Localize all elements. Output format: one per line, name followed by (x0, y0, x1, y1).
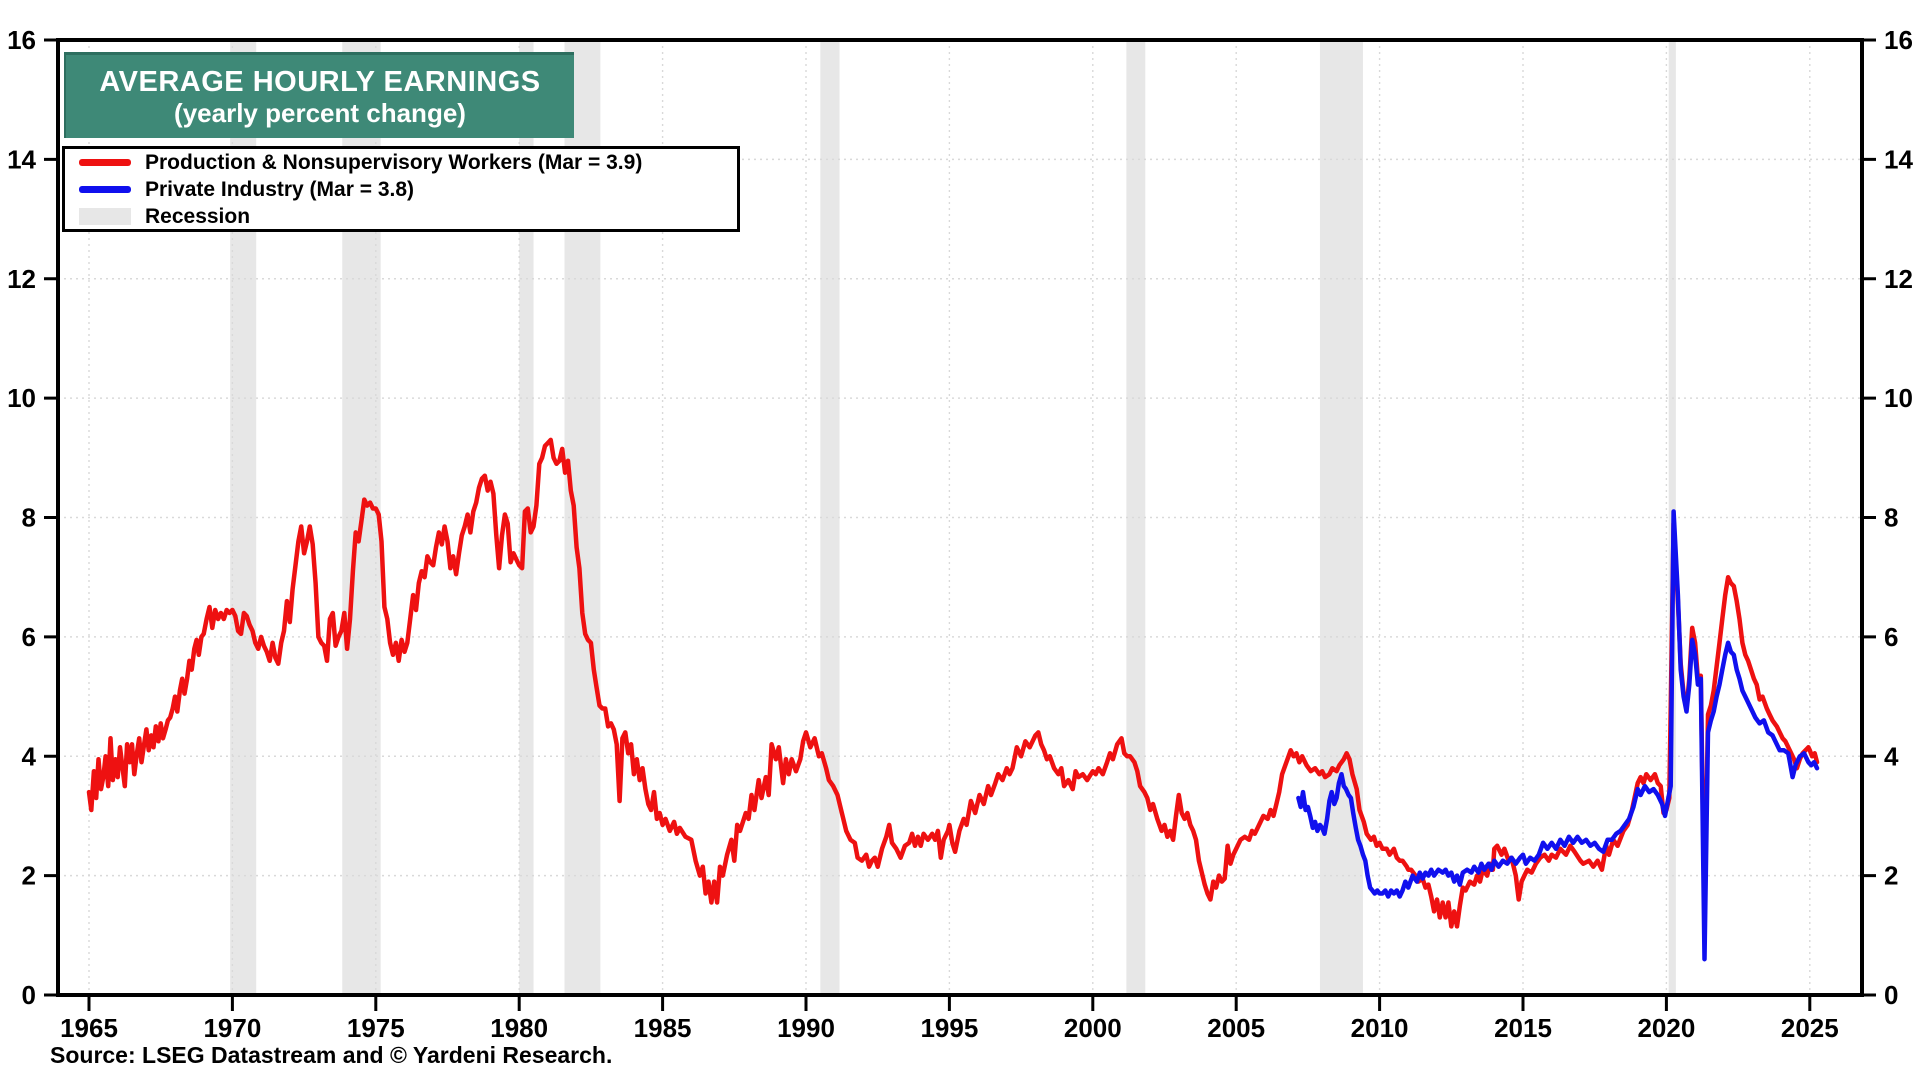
red-line-swatch-icon (79, 158, 131, 166)
source-note: Source: LSEG Datastream and © Yardeni Re… (50, 1042, 613, 1068)
legend: Production & Nonsupervisory Workers (Mar… (62, 146, 740, 232)
legend-item-private-industry: Private Industry (Mar = 3.8) (79, 176, 737, 202)
blue-line-swatch-icon (79, 185, 131, 193)
x-axis-label: 1965 (60, 1013, 118, 1043)
x-axis-label: 2005 (1207, 1013, 1265, 1043)
series-production-nonsupervisory-line (86, 437, 1820, 929)
x-axis-label: 2025 (1781, 1013, 1839, 1043)
chart-title: AVERAGE HOURLY EARNINGS (99, 65, 541, 98)
chart-subtitle: (yearly percent change) (174, 97, 466, 128)
y-axis-label-right: 14 (1884, 144, 1913, 174)
legend-label-private-industry: Private Industry (Mar = 3.8) (145, 177, 415, 201)
y-axis-label-left: 2 (22, 861, 36, 891)
y-axis-label-left: 10 (7, 383, 36, 413)
axis-ticks-and-labels: 0 0 2 2 4 4 6 6 8 8 10 10 12 12 14 14 16 16 1965 1970 1975 19… (7, 25, 1913, 1043)
x-axis-label: 1980 (490, 1013, 548, 1043)
x-axis-label: 1990 (777, 1013, 835, 1043)
legend-label-recession: Recession (145, 204, 251, 228)
legend-item-recession: Recession (79, 203, 737, 229)
chart-title-box: AVERAGE HOURLY EARNINGS (yearly percent … (64, 52, 574, 138)
y-axis-label-right: 2 (1884, 861, 1898, 891)
x-axis-label: 1975 (347, 1013, 405, 1043)
x-axis-label: 2015 (1494, 1013, 1552, 1043)
y-axis-label-right: 6 (1884, 622, 1898, 652)
y-axis-label-left: 14 (7, 144, 36, 174)
x-axis-label: 2000 (1064, 1013, 1122, 1043)
y-axis-label-right: 0 (1884, 980, 1898, 1010)
y-axis-label-left: 6 (22, 622, 36, 652)
y-axis-label-left: 0 (22, 980, 36, 1010)
y-axis-label-left: 8 (22, 503, 36, 533)
y-axis-label-right: 4 (1884, 741, 1899, 771)
x-axis-label: 2010 (1351, 1013, 1409, 1043)
y-axis-label-right: 8 (1884, 503, 1898, 533)
x-axis-label: 2020 (1637, 1013, 1695, 1043)
x-axis-label: 1985 (634, 1013, 692, 1043)
y-axis-label-right: 12 (1884, 264, 1913, 294)
y-axis-label-left: 4 (22, 741, 37, 771)
legend-item-production: Production & Nonsupervisory Workers (Mar… (79, 149, 737, 175)
y-axis-label-left: 16 (7, 25, 36, 55)
series-private-industry-line (1296, 509, 1820, 962)
y-axis-label-left: 12 (7, 264, 36, 294)
x-axis-label: 1995 (920, 1013, 978, 1043)
x-axis-label: 1970 (203, 1013, 261, 1043)
y-axis-label-right: 10 (1884, 383, 1913, 413)
y-axis-label-right: 16 (1884, 25, 1913, 55)
recession-band-swatch-icon (79, 207, 131, 225)
legend-label-production: Production & Nonsupervisory Workers (Mar… (145, 150, 643, 174)
